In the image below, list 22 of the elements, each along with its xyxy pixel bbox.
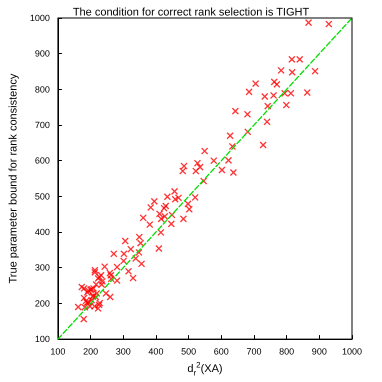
y-tick-label: 300: [34, 262, 50, 273]
x-tick-label: 600: [214, 346, 229, 357]
x-tick-label: 100: [50, 346, 66, 357]
x-tick-label: 800: [279, 346, 294, 357]
y-tick-label: 700: [34, 120, 50, 130]
y-tick-label: 1000: [30, 13, 50, 23]
y-tick-label: 200: [34, 298, 50, 308]
y-tick-label: 100: [34, 334, 50, 344]
y-tick-label: 900: [34, 48, 50, 59]
x-tick-label: 900: [312, 346, 327, 357]
x-tick-label: 1000: [342, 346, 362, 357]
y-axis-title: True parameter bound for rank consistency: [8, 73, 20, 284]
chart-title: The condition for correct rank selection is TIGHT: [72, 6, 310, 18]
y-tick-label: 500: [34, 191, 50, 202]
y-tick-label: 400: [34, 227, 50, 238]
y-tick-label: 600: [34, 156, 50, 166]
x-tick-label: 200: [83, 346, 98, 357]
x-tick-label: 700: [246, 346, 262, 357]
y-tick-label: 800: [34, 84, 50, 94]
x-tick-label: 300: [116, 346, 131, 357]
x-tick-label: 500: [181, 346, 196, 357]
x-tick-label: 400: [148, 346, 164, 357]
